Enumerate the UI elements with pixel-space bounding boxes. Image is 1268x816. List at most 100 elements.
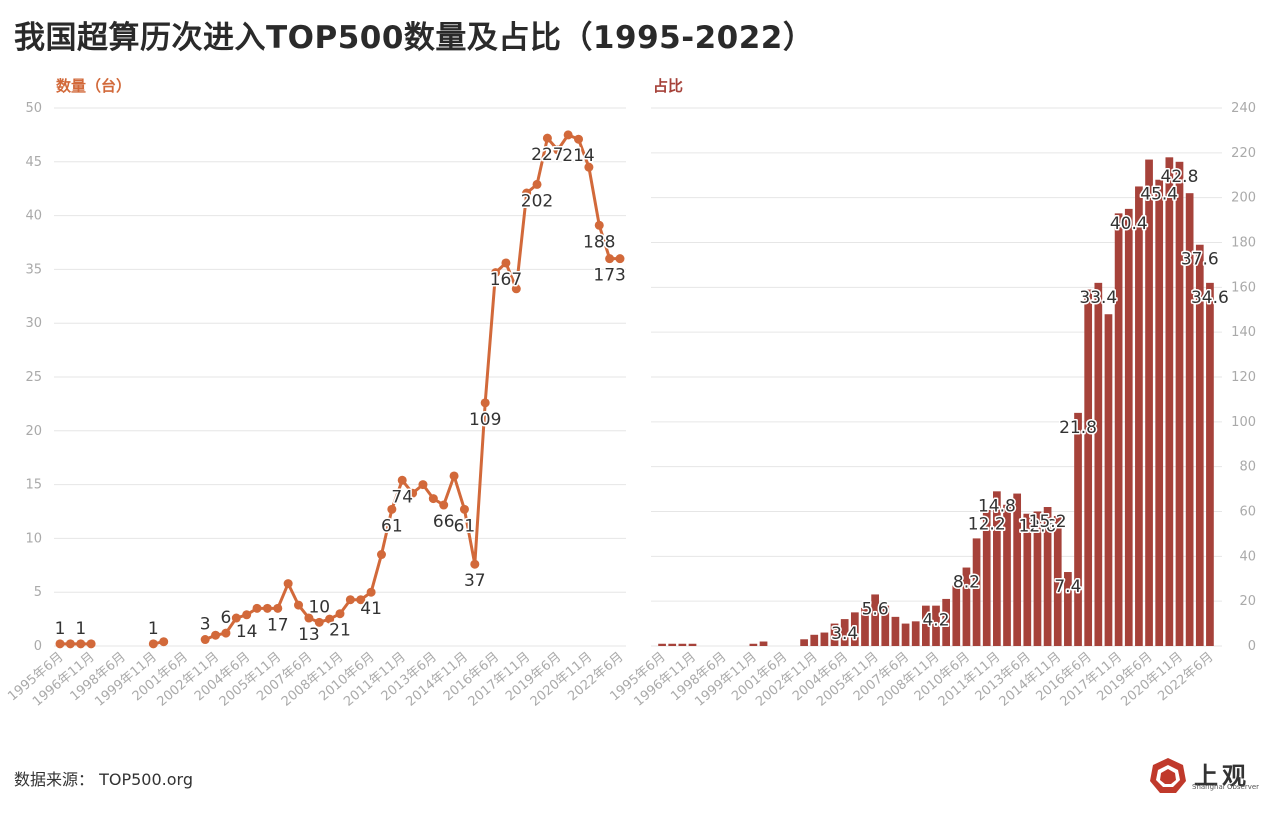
data-point [273,603,283,613]
y-tick-label: 20 [25,424,42,439]
data-label: 6 [221,608,232,628]
y-tick-label: 40 [25,209,42,224]
data-label: 167 [490,270,522,290]
bar [932,605,940,646]
data-label: 5.6 [862,599,889,619]
bar [921,605,930,646]
data-point [563,130,573,140]
data-label: 8.2 [953,573,980,593]
bar [1114,213,1123,646]
bar [850,612,859,646]
data-point [418,480,428,490]
data-label: 10 [308,597,330,617]
data-point [532,179,542,189]
data-point [314,617,324,627]
data-point [221,628,231,638]
data-point [148,639,158,649]
data-point [480,398,490,408]
y-tick-label: 180 [1231,236,1256,251]
data-label: 21.8 [1059,418,1097,438]
bar [749,643,758,646]
bar [1094,282,1103,646]
data-point [397,475,407,485]
bar [962,567,971,646]
data-point [283,579,293,589]
shanghai-observer-logo: 上观 Shanghai Observer [1148,756,1259,796]
data-point [55,639,65,649]
data-label: 214 [562,146,594,166]
bar [668,643,677,646]
bar [861,607,869,646]
bar [972,538,981,646]
data-label: 34.6 [1191,288,1229,308]
data-point [200,635,210,645]
y-tick-label: 200 [1231,191,1256,206]
bar [1003,504,1011,646]
data-point [252,603,262,613]
y-tick-label: 0 [34,639,42,654]
y-tick-label: 25 [25,370,42,385]
data-label: 42.8 [1161,167,1199,187]
data-point [242,610,252,620]
bar [820,632,829,646]
bar [1013,493,1022,646]
y-axis-title-share: 占比 [653,77,683,95]
y-tick-label: 60 [1239,505,1256,520]
bar [911,621,920,646]
bar [1195,244,1204,646]
data-point [439,500,449,510]
data-point [553,145,563,155]
data-label: 41 [360,599,382,619]
y-tick-label: 140 [1231,325,1256,340]
data-label: 227 [531,145,563,165]
bar [891,616,900,646]
y-tick-label: 5 [34,585,42,600]
series-line [204,133,620,641]
y-tick-label: 240 [1231,101,1256,116]
data-label: 7.4 [1054,577,1081,597]
data-label: 1 [75,619,86,639]
data-label: 15.2 [1029,512,1067,532]
data-label: 66 [433,512,455,532]
bar [800,639,808,646]
data-label: 61 [381,516,403,536]
bar [1135,186,1143,647]
bar [871,594,879,646]
y-tick-label: 160 [1231,280,1256,295]
y-tick-label: 20 [1239,594,1256,609]
bar [658,643,666,646]
data-point [501,258,511,268]
data-point [294,600,304,610]
data-label: 21 [329,621,351,641]
data-label: 37 [464,571,486,591]
y-tick-label: 50 [25,101,42,116]
data-point [86,639,96,649]
data-point [76,639,86,649]
logo-name: 上观 [1194,761,1250,790]
data-label: 61 [454,516,476,536]
y-tick-label: 40 [1239,549,1256,564]
bar [1043,507,1052,646]
data-point [522,188,532,198]
bar [1074,412,1082,646]
data-label: 12.6 [1019,517,1057,537]
data-point [262,603,272,613]
bar [1104,314,1113,646]
data-point [511,284,521,294]
bar [759,641,768,646]
data-point [345,595,355,605]
bar [1206,282,1214,646]
data-label: 14 [236,622,258,642]
data-point [459,504,469,514]
data-source: 数据来源： TOP500.org [14,770,193,789]
data-label: 173 [593,266,625,286]
data-point [584,162,594,172]
bar [688,643,697,646]
bar [993,491,1001,646]
bar [1033,511,1042,646]
data-point [574,134,584,144]
data-label: 3.4 [831,624,858,644]
data-point [408,488,418,498]
data-label: 33.4 [1079,288,1117,308]
